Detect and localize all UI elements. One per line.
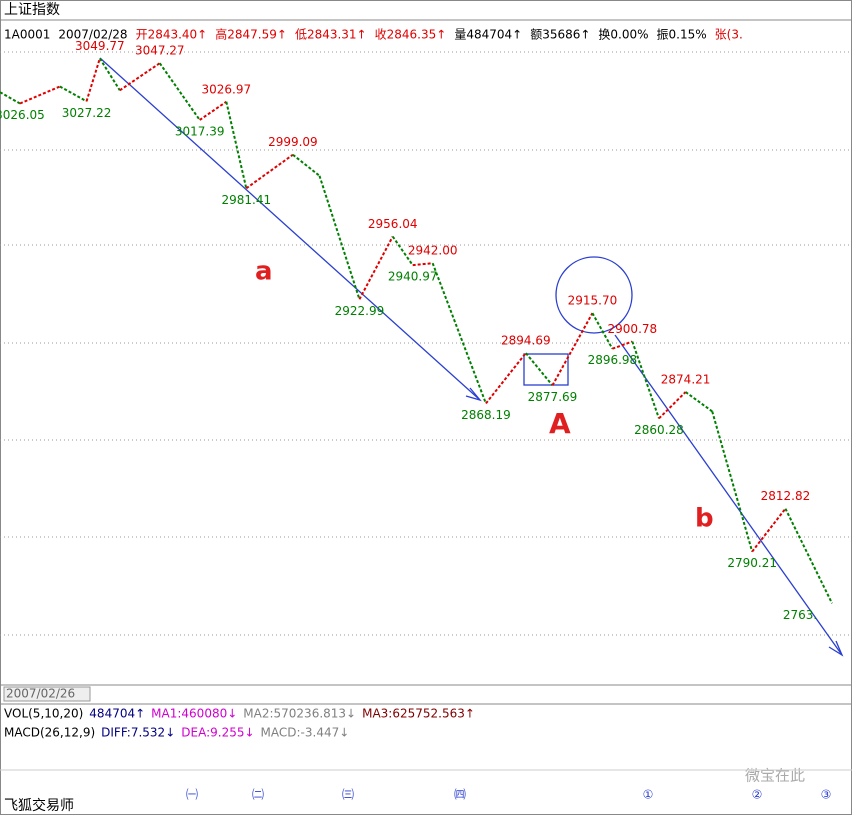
vol-item: MA1:460080↓ [151,707,237,721]
wave-mark: ㈡ [252,788,264,802]
title: 上证指数 [4,2,60,18]
macd-item: DIFF:7.532↓ [101,726,175,740]
price-label: 2812.82 [761,489,811,503]
price-label: 2868.19 [461,408,511,422]
annotation: a [255,257,273,287]
annotation: b [695,504,714,534]
price-segment [245,153,294,190]
info-item: 换0.00% [598,28,648,42]
info-item: 振0.15% [657,28,707,42]
price-segment [784,508,833,604]
price-segment [199,100,227,121]
price-segment [551,312,594,386]
vol-item: MA2:570236.813↓ [243,707,356,721]
vol-item: MA3:625752.563↑ [362,707,475,721]
info-item: 量484704↑ [454,28,522,42]
trend-arrows [99,57,844,657]
price-segment [0,91,21,105]
annotation: A [549,407,571,440]
price-label: 2763. [783,608,817,622]
vol-item: VOL(5,10,20) [4,707,83,721]
wave-mark: ㈣ [454,788,466,802]
price-segment [85,58,101,102]
price-label: 2915.70 [568,294,618,308]
price-label: 3026.05 [0,108,45,122]
price-segment [485,352,527,405]
info-item: 额35686↑ [530,28,590,42]
price-label: 3049.77 [75,39,125,53]
wave-mark: ② [752,788,763,802]
price-label: 3017.39 [175,124,225,138]
price-segment [412,262,433,267]
price-segment [612,340,633,350]
price-segment [525,352,554,387]
info-item: 高2847.59↑ [215,27,287,42]
macd-item: MACD(26,12,9) [4,726,95,740]
footer: 飞狐交易师 [4,797,74,814]
price-segment [119,62,161,92]
price-label: 2981.41 [221,193,271,207]
macd-item: MACD:-3.447↓ [261,726,350,740]
price-segment [318,175,361,300]
info-item: 开2843.40↑ [136,28,208,42]
price-segment [711,411,754,552]
price-segment [358,236,394,300]
price-segment [98,57,121,91]
wave-mark: ① [643,788,654,802]
price-label: 2877.69 [528,390,578,404]
price-segment [658,391,687,420]
price-segment [391,235,414,266]
info-item: 2007/02/28 [58,28,127,42]
price-segment [751,508,787,553]
price-label: 2900.78 [608,322,658,336]
info-item: 1A0001 [4,28,50,42]
price-label: 3027.22 [62,106,112,120]
price-label: 2896.98 [588,353,638,367]
price-label: 3047.27 [135,44,185,58]
price-label: 2956.04 [368,217,418,231]
price-segment [431,262,487,404]
info-item: 张(3. [715,28,743,42]
price-segment [685,391,713,413]
wave-mark: ㈠ [186,788,198,802]
macd-item: DEA:9.255↓ [181,726,254,740]
price-label: 2999.09 [268,135,318,149]
price-label: 2860.28 [634,423,684,437]
price-label: 2940.97 [388,270,438,284]
price-label: 2942.00 [408,244,458,258]
price-segment [59,85,88,103]
watermark: 微宝在此 [745,767,805,785]
price-label: 2874.21 [661,373,711,387]
info-item: 低2843.31↑ [295,28,367,42]
wave-mark: ③ [821,788,832,802]
price-label: 2922.99 [335,304,385,318]
price-label: 2894.69 [501,334,551,348]
price-segment [591,312,614,350]
date: 2007/02/26 [6,687,75,701]
price-label: 3026.97 [202,82,252,96]
price-segment [158,62,201,121]
vol-item: 484704↑ [89,707,145,721]
price-segment [631,341,660,419]
price-label: 2790.21 [727,556,777,570]
info-item: 收2846.35↑ [375,28,447,42]
price-segment [19,85,61,105]
date-box [3,686,91,702]
wave-mark: ㈢ [342,788,354,802]
price-segment [292,153,321,177]
